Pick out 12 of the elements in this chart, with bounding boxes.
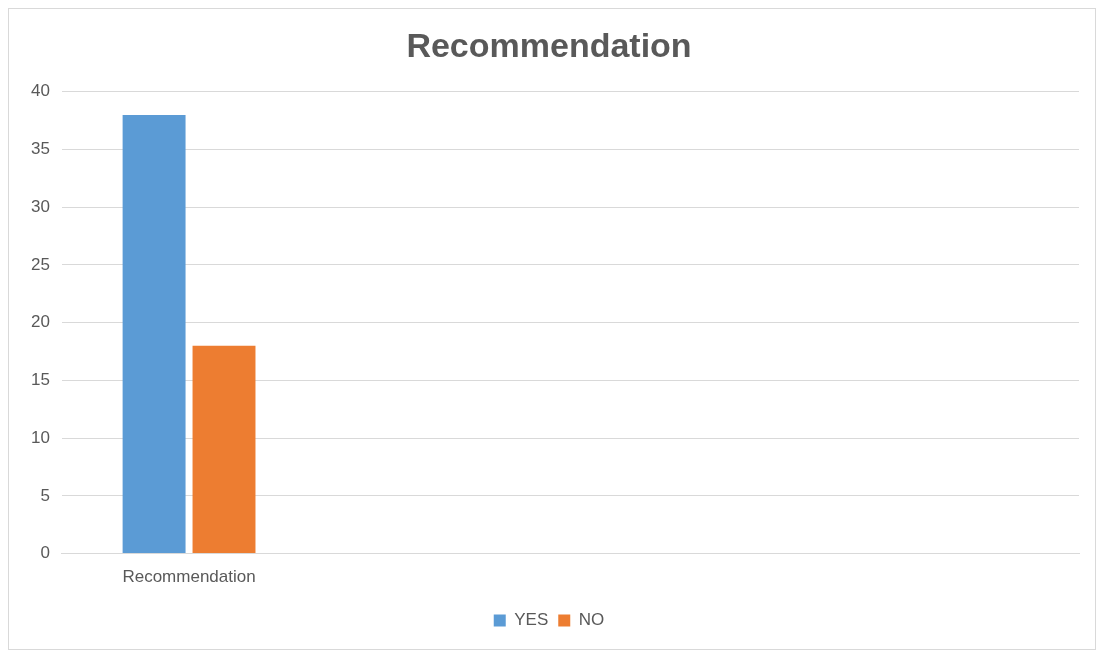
legend-label: YES xyxy=(514,610,549,630)
y-tick-label: 15 xyxy=(30,370,50,390)
y-tick-label: 25 xyxy=(30,254,50,274)
chart-title: Recommendation xyxy=(406,25,692,64)
legend-label: NO xyxy=(578,610,605,630)
y-tick-label: 0 xyxy=(40,543,50,563)
y-tick-label: 20 xyxy=(30,312,50,332)
y-tick-label: 5 xyxy=(40,485,50,505)
y-tick-label: 30 xyxy=(30,196,50,216)
y-tick-label: 10 xyxy=(30,427,50,447)
y-tick-label: 40 xyxy=(30,81,50,101)
y-tick-label: 35 xyxy=(30,139,50,159)
